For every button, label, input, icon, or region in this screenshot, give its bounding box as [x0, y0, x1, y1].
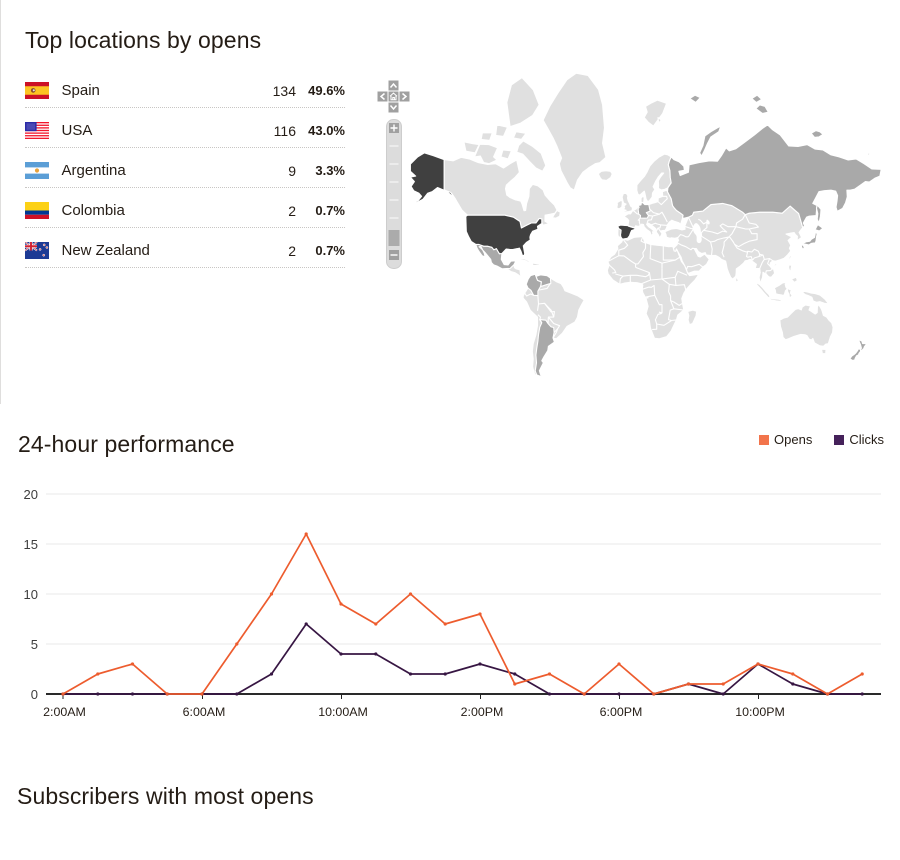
svg-text:2:00PM: 2:00PM	[461, 705, 504, 719]
svg-text:20: 20	[24, 487, 38, 502]
svg-text:10: 10	[24, 587, 38, 602]
svg-text:6:00PM: 6:00PM	[600, 705, 643, 719]
svg-text:0: 0	[31, 687, 38, 702]
svg-text:10:00PM: 10:00PM	[735, 705, 785, 719]
svg-text:6:00AM: 6:00AM	[183, 705, 226, 719]
svg-text:5: 5	[31, 637, 38, 652]
svg-text:2:00AM: 2:00AM	[43, 705, 86, 719]
svg-text:15: 15	[24, 537, 38, 552]
svg-text:10:00AM: 10:00AM	[318, 705, 368, 719]
